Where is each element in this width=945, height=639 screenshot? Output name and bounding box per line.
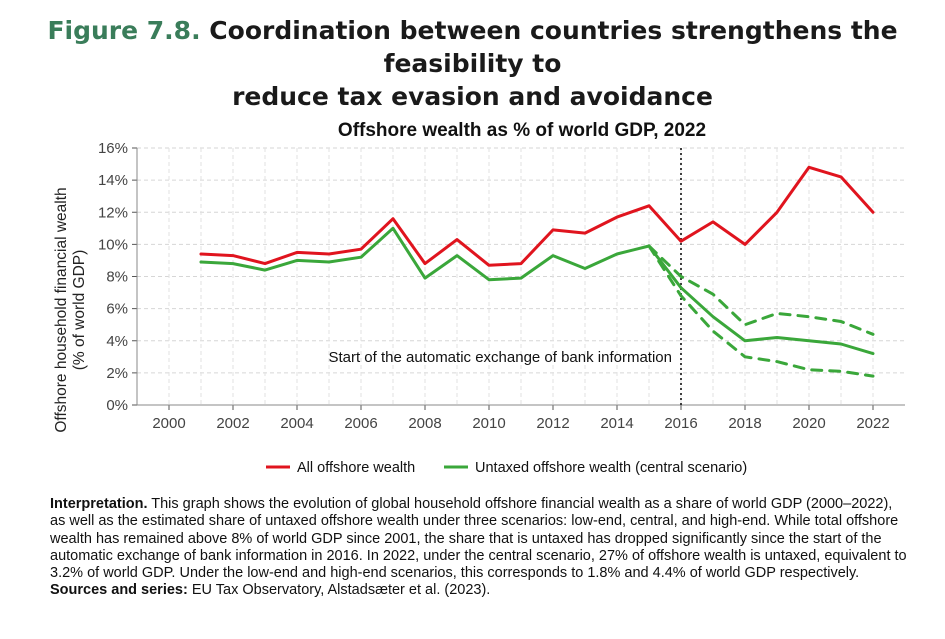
x-tick-label: 2014 [600, 415, 633, 432]
x-tick-label: 2020 [792, 415, 825, 432]
sources-label: Sources and series: [50, 582, 188, 599]
figure-title-line1: Figure 7.8. Coordination between countri… [0, 14, 945, 80]
x-axis-ticks: 2000 2002 2004 2006 2008 2010 2012 2014 2016 2018… [137, 404, 905, 432]
legend-label-all-offshore: All offshore wealth [297, 460, 415, 476]
series-line-all-offshore [199, 165, 875, 267]
x-tick-label: 2022 [856, 415, 889, 432]
interpretation-text: Interpretation. This graph shows the evo… [50, 496, 910, 600]
vline-group: Start of the automatic exchange of bank … [328, 148, 682, 405]
x-tick-label: 2016 [664, 415, 697, 432]
x-tick-label: 2006 [344, 415, 377, 432]
y-axis-label-line2: (% of world GDP) [71, 250, 88, 371]
vertical-marker-label: Start of the automatic exchange of bank … [328, 349, 672, 366]
y-tick-label: 2% [106, 365, 128, 382]
y-tick-label: 16% [98, 140, 128, 157]
interpretation-body: This graph shows the evolution of global… [50, 496, 907, 582]
figure-title-line2: reduce tax evasion and avoidance [232, 82, 713, 111]
series-line-untaxed-dashed-upper [647, 244, 875, 336]
x-tick-label: 2000 [152, 415, 185, 432]
series-group [199, 165, 875, 378]
line-chart: Offshore wealth as % of world GDP, 2022 … [53, 120, 905, 476]
x-tick-label: 2010 [472, 415, 505, 432]
x-tick-label: 2018 [728, 415, 761, 432]
sources-text: EU Tax Observatory, Alstadsæter et al. (… [191, 582, 491, 599]
y-tick-label: 4% [106, 333, 128, 350]
y-tick-label: 6% [106, 301, 128, 318]
x-tick-label: 2008 [408, 415, 441, 432]
y-tick-label: 14% [98, 172, 128, 189]
y-tick-label: 10% [98, 236, 128, 253]
y-tick-label: 0% [106, 397, 128, 414]
y-tick-label: 8% [106, 269, 128, 286]
y-axis-label-line1: Offshore household financial wealth [53, 187, 70, 432]
x-tick-label: 2012 [536, 415, 569, 432]
x-tick-label: 2002 [216, 415, 249, 432]
series-line-untaxed-central [199, 226, 875, 356]
figure-title-text: Coordination between countries strengthe… [209, 16, 898, 78]
figure-number: Figure 7.8. [47, 16, 201, 45]
y-tick-label: 12% [98, 204, 128, 221]
grid [137, 147, 905, 406]
series-line-untaxed-dashed-lower [647, 244, 875, 378]
legend-label-untaxed: Untaxed offshore wealth (central scenari… [475, 460, 747, 476]
figure-title: Figure 7.8. Coordination between countri… [0, 14, 945, 113]
legend: All offshore wealth Untaxed offshore wea… [266, 460, 747, 476]
x-tick-label: 2004 [280, 415, 313, 432]
y-axis-ticks: 0% 2% 4% 6% 8% 10% 12% 14% 16% [98, 140, 138, 414]
chart-title: Offshore wealth as % of world GDP, 2022 [338, 120, 706, 141]
interpretation-label: Interpretation. [50, 496, 148, 512]
